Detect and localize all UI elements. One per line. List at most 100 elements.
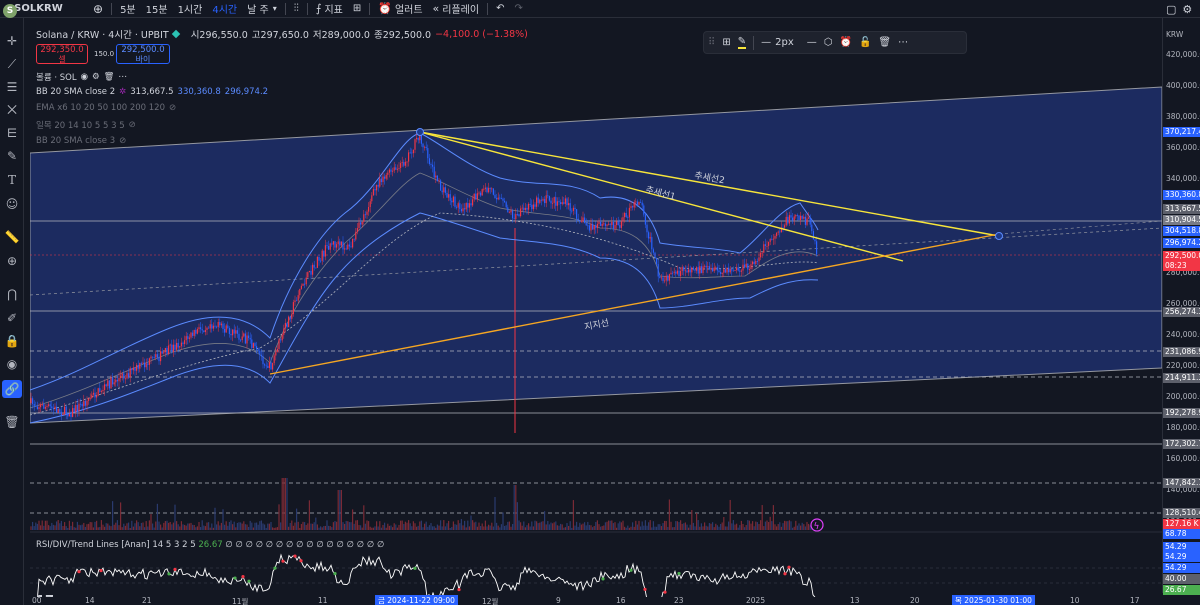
lock-drawing-tool[interactable]: ✐ <box>2 309 22 327</box>
lock-icon[interactable]: 🔓 <box>858 37 872 48</box>
support-line[interactable] <box>269 233 1000 375</box>
eye-off-icon[interactable]: ⊘ <box>169 103 177 113</box>
candle-body <box>166 347 168 355</box>
symbol-title[interactable]: Solana / KRW · 4시간 · UPBIT <box>36 30 169 41</box>
sell-button[interactable]: 292,350.0 셀 <box>36 44 88 64</box>
buy-button[interactable]: 292,500.0 바이 <box>116 44 170 64</box>
hexagon-icon[interactable]: ⬡ <box>823 37 833 48</box>
volume-bar <box>539 522 541 530</box>
interval-1h[interactable]: 1시간 <box>177 5 203 16</box>
volume-bar <box>363 505 365 530</box>
candle-body <box>795 215 797 217</box>
candle-body <box>337 241 339 245</box>
bb-lower-value: 296,974.2 <box>224 87 269 97</box>
candle-body <box>681 267 683 271</box>
eye-icon[interactable]: ◉ <box>80 72 88 82</box>
text-tool[interactable]: T <box>2 171 22 189</box>
volume-bar <box>459 523 461 530</box>
pattern-tool[interactable]: ⨉ <box>2 101 22 119</box>
line-color-button[interactable]: ✎ <box>737 36 747 49</box>
candle-body <box>198 327 200 330</box>
alert-button[interactable]: ⏰ 얼러트 <box>373 0 427 18</box>
event-marker[interactable] <box>810 518 824 532</box>
volume-bar <box>160 524 162 530</box>
remove-tool[interactable]: 🗑 <box>2 413 22 431</box>
trash-icon[interactable]: 🗑 <box>103 72 115 82</box>
volume-bar <box>408 520 410 530</box>
template-icon[interactable]: ⊞ <box>722 37 731 48</box>
rsi-legend[interactable]: RSI/DIV/Trend Lines [Anan] 14 5 3 2 5 26… <box>36 540 384 550</box>
redo-button[interactable]: ↷ <box>509 0 527 18</box>
eye-off-icon[interactable]: ⊘ <box>119 136 127 146</box>
bb2-indicator-row[interactable]: BB 20 SMA close 3 ⊘ <box>36 135 126 147</box>
trendline-tool[interactable]: ⟋ <box>2 55 22 73</box>
lock-all-tool[interactable]: 🔒 <box>2 332 22 350</box>
price-axis[interactable]: KRW 420,000.0 400,000.0 380,000.0 360,000.0… <box>1162 18 1200 595</box>
trendline-1[interactable] <box>419 131 904 262</box>
ruler-tool[interactable]: 📏 <box>2 228 22 246</box>
replay-button[interactable]: « 리플레이 <box>428 0 485 18</box>
volume-bar <box>139 526 141 530</box>
time-axis[interactable]: 00 14 21 11월 11 12월 9 16 23 2025 13 20 10 17 금 2024-1… <box>30 595 1161 605</box>
lines-tool[interactable]: ☰ <box>2 78 22 96</box>
fib-tool[interactable]: ⋿ <box>2 124 22 142</box>
volume-bar <box>587 521 589 530</box>
candle-body <box>371 195 373 202</box>
gear-icon[interactable]: ⚙ <box>92 72 100 82</box>
indicators-button[interactable]: ⨍ 지표 <box>311 0 348 18</box>
undo-button[interactable]: ↶ <box>491 0 509 18</box>
candle-body <box>664 280 666 282</box>
line-width-label: 2px <box>775 37 794 48</box>
fullscreen-button[interactable]: ▢ <box>1166 2 1177 16</box>
crosshair-tool[interactable]: ✛ <box>2 32 22 50</box>
chart-canvas[interactable]: 추세선1 추세선2 지지선 ϟ 17 <box>0 18 1162 605</box>
candle-body <box>686 270 688 273</box>
bb-indicator-row[interactable]: BB 20 SMA close 2 ✲ 313,667.5 330,360.8 … <box>36 86 268 98</box>
buy-label: 바이 <box>135 55 151 64</box>
volume-bar <box>777 524 779 530</box>
volume-bar <box>124 525 126 530</box>
candle-body <box>729 269 731 273</box>
alert-add-icon[interactable]: ⏰ <box>839 37 852 48</box>
chart-type-button[interactable]: ⫶⫶ <box>289 0 304 18</box>
volume-bar <box>345 520 347 530</box>
settings-icon[interactable]: ⚙ <box>1182 2 1193 16</box>
candle-body <box>224 329 226 333</box>
candle-body <box>724 269 726 273</box>
interval-15m[interactable]: 15분 <box>145 5 168 16</box>
trendline-2[interactable] <box>419 131 1000 237</box>
trash-icon[interactable]: 🗑 <box>878 37 892 48</box>
drag-handle-icon[interactable]: ⠿ <box>708 37 716 48</box>
more-icon[interactable]: ⋯ <box>118 72 127 82</box>
layouts-button[interactable]: ⊞ <box>348 0 366 18</box>
interval-5m[interactable]: 5분 <box>120 5 136 16</box>
eye-off-icon[interactable]: ⊘ <box>128 120 136 130</box>
interval-4h[interactable]: 4시간 <box>212 5 238 16</box>
candle-body <box>107 380 109 386</box>
emoji-tool[interactable]: ☺ <box>2 195 22 213</box>
line-width-button[interactable]: — 2px <box>761 37 794 48</box>
brush-tool[interactable]: ✎ <box>2 147 22 165</box>
zoom-tool[interactable]: ⊕ <box>2 252 22 270</box>
add-symbol-button[interactable]: ⊕ <box>88 0 108 18</box>
line-style-button[interactable]: — <box>806 37 817 48</box>
ichimoku-indicator-row[interactable]: 일목 20 14 10 5 5 3 5 ⊘ <box>36 119 136 131</box>
volume-indicator-row[interactable]: 볼륨 · SOL ◉ ⚙ 🗑 ⋯ <box>36 71 127 83</box>
candle-body <box>41 404 43 405</box>
candle-body <box>329 243 331 250</box>
magnet-tool[interactable]: ⋂ <box>2 285 22 303</box>
volume-bar <box>30 526 32 530</box>
drawing-settings-toolbar: ⠿ ⊞ ✎ — 2px — ⬡ ⏰ 🔓 🗑 ⋯ <box>703 31 967 54</box>
interval-more[interactable]: 날 주 ▾ <box>242 0 282 18</box>
hide-tool[interactable]: ◉ <box>2 355 22 373</box>
candle-body <box>60 411 62 416</box>
volume-bar <box>424 523 426 530</box>
trendline-anchor-start[interactable] <box>416 128 424 136</box>
more-options-icon[interactable]: ⋯ <box>898 37 909 48</box>
trendline-anchor-end[interactable] <box>995 232 1003 240</box>
volume-bar <box>648 522 650 530</box>
volume-bar <box>678 522 680 530</box>
sync-drawing-tool[interactable]: 🔗 <box>2 380 22 398</box>
volume-bar <box>187 523 189 530</box>
ema-indicator-row[interactable]: EMA x6 10 20 50 100 200 120 ⊘ <box>36 102 176 114</box>
